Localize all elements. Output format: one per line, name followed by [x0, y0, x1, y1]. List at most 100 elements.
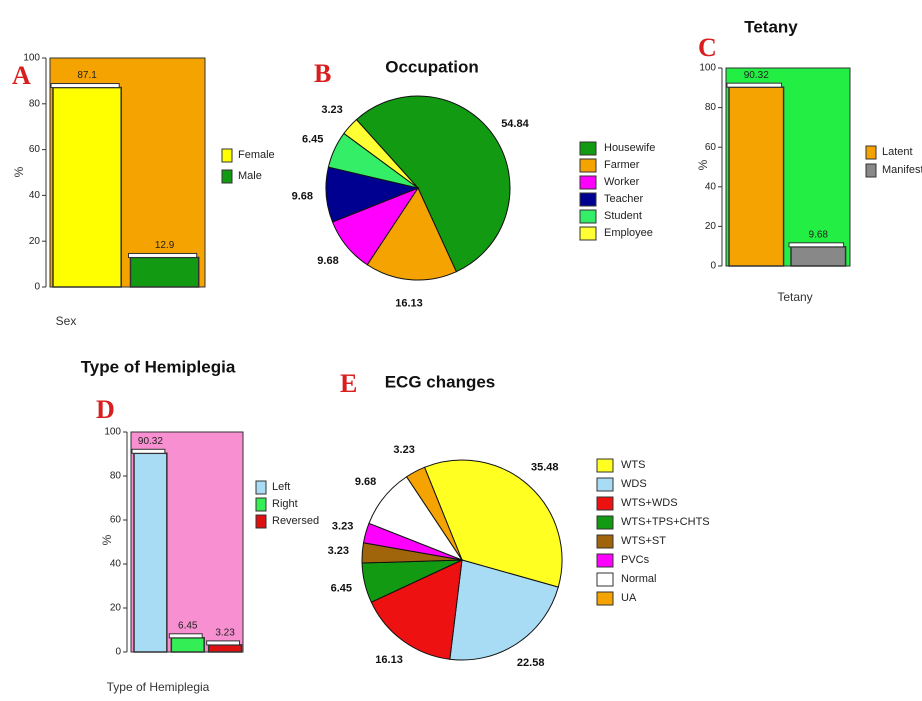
bar: [52, 86, 122, 288]
legend-swatch: [255, 480, 267, 495]
y-tick-label: 40: [29, 190, 41, 201]
chart-title: ECG changes: [385, 372, 496, 391]
legend-label: WTS+ST: [621, 535, 666, 547]
legend-swatch: [596, 572, 614, 587]
pie-slice: [423, 459, 563, 588]
legend-label: WTS+TPS+CHTS: [621, 516, 710, 528]
legend-swatch: [596, 477, 614, 492]
legend-swatch: [596, 534, 614, 549]
value-label: 9.68: [317, 255, 338, 267]
chart-title: Tetany: [744, 17, 798, 36]
legend-swatch: [596, 591, 614, 606]
legend-swatch: [579, 158, 597, 173]
legend-swatch: [579, 226, 597, 241]
legend-swatch: [865, 163, 877, 178]
y-tick-label: 80: [705, 102, 717, 113]
y-tick-label: 60: [110, 515, 122, 526]
y-tick-label: 80: [29, 98, 41, 109]
y-tick-label: 60: [705, 142, 717, 153]
value-label: 22.58: [517, 657, 545, 669]
legend-swatch: [596, 553, 614, 568]
value-label: 3.23: [393, 444, 414, 456]
x-axis-label: Type of Hemiplegia: [107, 680, 210, 694]
legend-label: PVCs: [621, 554, 650, 566]
value-label: 3.23: [215, 628, 235, 639]
legend-swatch: [579, 141, 597, 156]
legend-swatch: [221, 148, 233, 163]
legend-swatch: [221, 169, 233, 184]
value-label: 54.84: [501, 118, 529, 130]
legend-label: WDS: [621, 478, 647, 490]
y-tick-label: 20: [110, 603, 122, 614]
legend-label: Employee: [604, 227, 653, 239]
y-axis-label: %: [12, 166, 26, 177]
bar: [728, 86, 785, 267]
x-axis-label: Tetany: [777, 290, 812, 304]
legend-swatch: [579, 209, 597, 224]
bar: [129, 256, 200, 288]
y-tick-label: 20: [705, 221, 717, 232]
pie-slice: [355, 95, 511, 273]
legend-label: Housewife: [604, 142, 655, 154]
y-tick-label: 0: [34, 282, 40, 293]
y-tick-label: 20: [29, 236, 41, 247]
legend-swatch: [579, 175, 597, 190]
value-label: 3.23: [332, 520, 353, 532]
legend-label: Worker: [604, 176, 640, 188]
legend-label: UA: [621, 592, 637, 604]
legend-swatch: [579, 192, 597, 207]
y-tick-label: 80: [110, 471, 122, 482]
panel-label: C: [698, 33, 717, 62]
bar: [207, 644, 243, 653]
x-axis-label: Sex: [56, 314, 77, 328]
y-axis-label: %: [696, 159, 710, 170]
legend-label: WTS: [621, 459, 645, 471]
bar-top: [168, 633, 203, 639]
value-label: 90.32: [744, 70, 769, 81]
legend-label: Latent: [882, 146, 913, 158]
legend-swatch: [596, 458, 614, 473]
legend-label: Left: [272, 481, 290, 493]
y-tick-label: 40: [705, 181, 717, 192]
value-label: 6.45: [178, 620, 198, 631]
legend-label: Farmer: [604, 159, 640, 171]
bar-top: [726, 82, 783, 88]
legend-label: Reversed: [272, 515, 319, 527]
value-label: 16.13: [395, 298, 423, 310]
value-label: 12.9: [155, 240, 175, 251]
value-label: 87.1: [77, 70, 97, 81]
value-label: 9.68: [809, 229, 829, 240]
y-tick-label: 100: [699, 63, 716, 74]
bar: [133, 452, 168, 653]
bar-top: [128, 252, 198, 258]
pie-slice: [370, 559, 463, 660]
chart-title: Type of Hemiplegia: [81, 357, 236, 376]
y-tick-label: 40: [110, 559, 122, 570]
y-tick-label: 0: [115, 647, 121, 658]
legend-swatch: [596, 515, 614, 530]
bar: [790, 246, 847, 267]
value-label: 3.23: [321, 104, 342, 116]
bar-top: [206, 640, 241, 646]
y-tick-label: 60: [29, 144, 41, 155]
legend-label: Student: [604, 210, 642, 222]
panel-label: A: [12, 61, 31, 90]
pie-slice: [405, 466, 463, 561]
legend-label: Female: [238, 149, 275, 161]
legend-swatch: [255, 497, 267, 512]
value-label: 6.45: [331, 583, 352, 595]
panel-label: B: [314, 59, 331, 88]
bar-top: [788, 242, 845, 248]
legend-label: Manifested: [882, 164, 922, 176]
legend-label: Normal: [621, 573, 656, 585]
y-tick-label: 100: [23, 53, 40, 64]
y-tick-label: 0: [710, 261, 716, 272]
y-axis-label: %: [100, 534, 114, 545]
value-label: 35.48: [531, 462, 559, 474]
legend-swatch: [255, 514, 267, 529]
bar-top: [131, 448, 166, 454]
legend-label: WTS+WDS: [621, 497, 678, 509]
legend-label: Teacher: [604, 193, 643, 205]
pie-slice: [366, 186, 457, 281]
